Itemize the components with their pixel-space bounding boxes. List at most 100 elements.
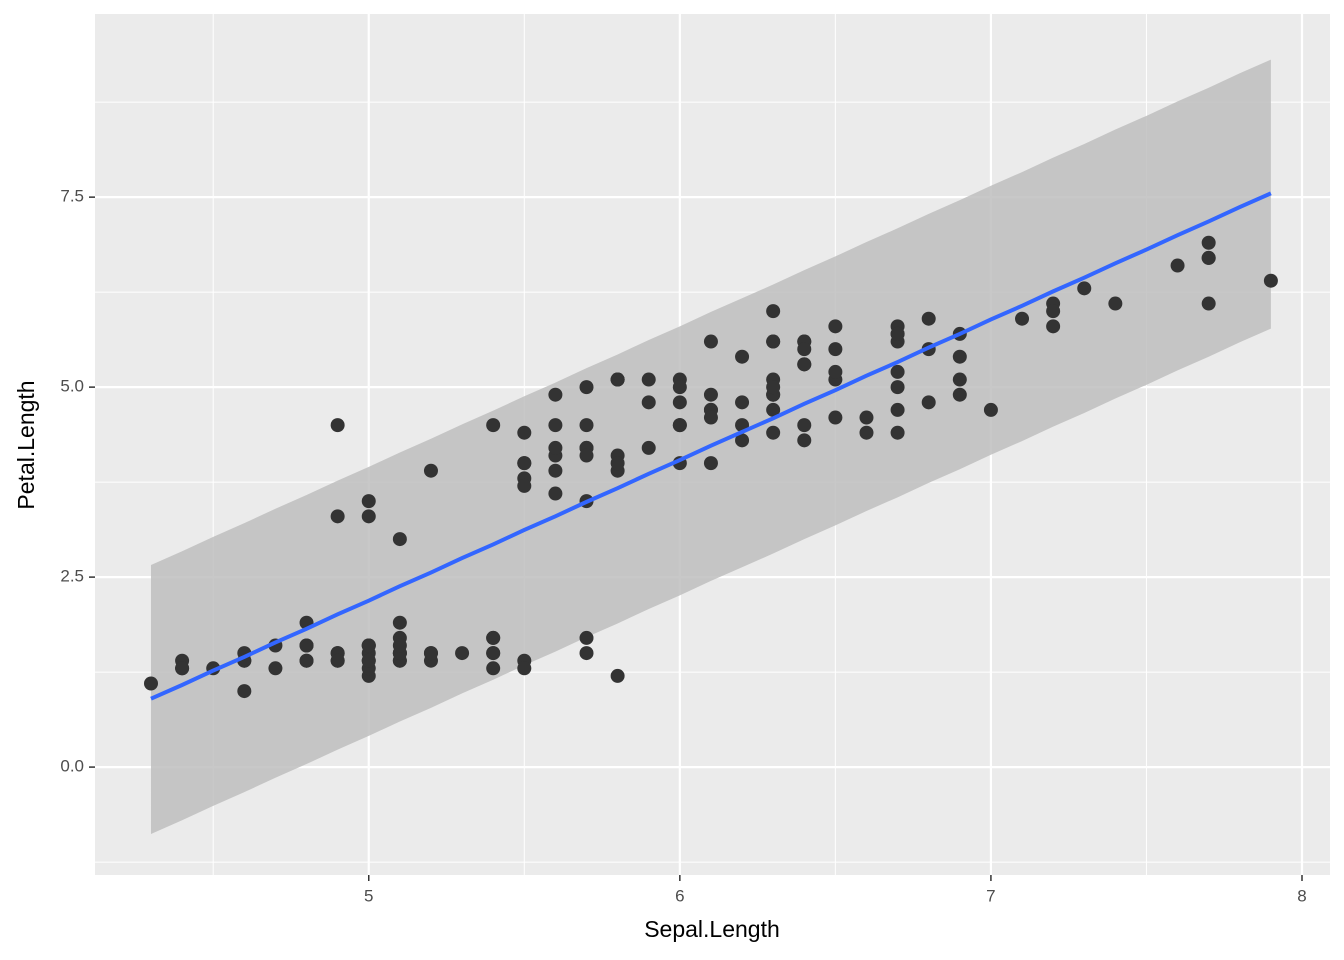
point <box>890 326 905 341</box>
point <box>1201 235 1216 250</box>
point <box>921 311 936 326</box>
point <box>579 380 594 395</box>
point <box>579 448 594 463</box>
point <box>486 630 501 645</box>
point <box>392 615 407 630</box>
point <box>548 387 563 402</box>
x-tick-label: 8 <box>1297 886 1306 905</box>
point <box>610 668 625 683</box>
point <box>890 402 905 417</box>
y-tick-label: 5.0 <box>60 377 84 396</box>
point <box>299 638 314 653</box>
point <box>1170 258 1185 273</box>
point <box>766 380 781 395</box>
point <box>859 425 874 440</box>
point <box>548 463 563 478</box>
x-tick-label: 5 <box>364 886 373 905</box>
point <box>548 418 563 433</box>
point <box>299 653 314 668</box>
point <box>735 433 750 448</box>
point <box>1015 311 1030 326</box>
point <box>517 478 532 493</box>
point <box>423 463 438 478</box>
point <box>579 418 594 433</box>
marks <box>143 59 1278 834</box>
point <box>1046 319 1061 334</box>
point <box>175 661 190 676</box>
point <box>703 334 718 349</box>
point <box>361 509 376 524</box>
y-tick-label: 0.0 <box>60 757 84 776</box>
point <box>361 638 376 653</box>
point <box>828 319 843 334</box>
point <box>423 646 438 661</box>
point <box>579 630 594 645</box>
point <box>890 364 905 379</box>
point <box>952 372 967 387</box>
point <box>330 418 345 433</box>
y-tick-label: 7.5 <box>60 187 84 206</box>
point <box>797 433 812 448</box>
point <box>641 440 656 455</box>
point <box>517 425 532 440</box>
point <box>392 638 407 653</box>
point <box>952 387 967 402</box>
x-axis-title: Sepal.Length <box>644 916 780 942</box>
point <box>548 440 563 455</box>
point <box>1201 296 1216 311</box>
point <box>766 334 781 349</box>
point <box>672 418 687 433</box>
point <box>735 395 750 410</box>
point <box>486 418 501 433</box>
point <box>859 410 874 425</box>
point <box>1201 250 1216 265</box>
fit-line <box>150 191 1272 701</box>
point <box>330 509 345 524</box>
point <box>517 661 532 676</box>
point <box>672 395 687 410</box>
point <box>797 342 812 357</box>
point <box>703 410 718 425</box>
point <box>890 380 905 395</box>
point <box>797 357 812 372</box>
x-tick-label: 6 <box>675 886 684 905</box>
point <box>672 380 687 395</box>
point <box>797 418 812 433</box>
point <box>641 372 656 387</box>
point <box>828 410 843 425</box>
point <box>579 646 594 661</box>
point <box>1077 281 1092 296</box>
point <box>641 395 656 410</box>
point <box>268 661 283 676</box>
point <box>392 532 407 547</box>
point <box>766 425 781 440</box>
axes: 5 6 7 8 0.0 2.5 5.0 7.5 <box>60 187 1306 906</box>
point <box>703 387 718 402</box>
point <box>361 494 376 509</box>
point <box>1046 304 1061 319</box>
point <box>143 676 158 691</box>
point <box>486 646 501 661</box>
point <box>548 486 563 501</box>
point <box>517 456 532 471</box>
point <box>983 402 998 417</box>
point <box>890 425 905 440</box>
x-tick-label: 7 <box>986 886 995 905</box>
point <box>610 456 625 471</box>
point <box>735 349 750 364</box>
point <box>361 653 376 668</box>
point <box>330 653 345 668</box>
y-axis-title: Petal.Length <box>13 380 39 509</box>
y-tick-label: 2.5 <box>60 567 84 586</box>
point <box>1263 273 1278 288</box>
point <box>610 372 625 387</box>
point <box>952 349 967 364</box>
point <box>486 661 501 676</box>
point <box>828 364 843 379</box>
point <box>237 684 252 699</box>
point <box>766 304 781 319</box>
point <box>766 402 781 417</box>
point <box>921 395 936 410</box>
point <box>828 342 843 357</box>
